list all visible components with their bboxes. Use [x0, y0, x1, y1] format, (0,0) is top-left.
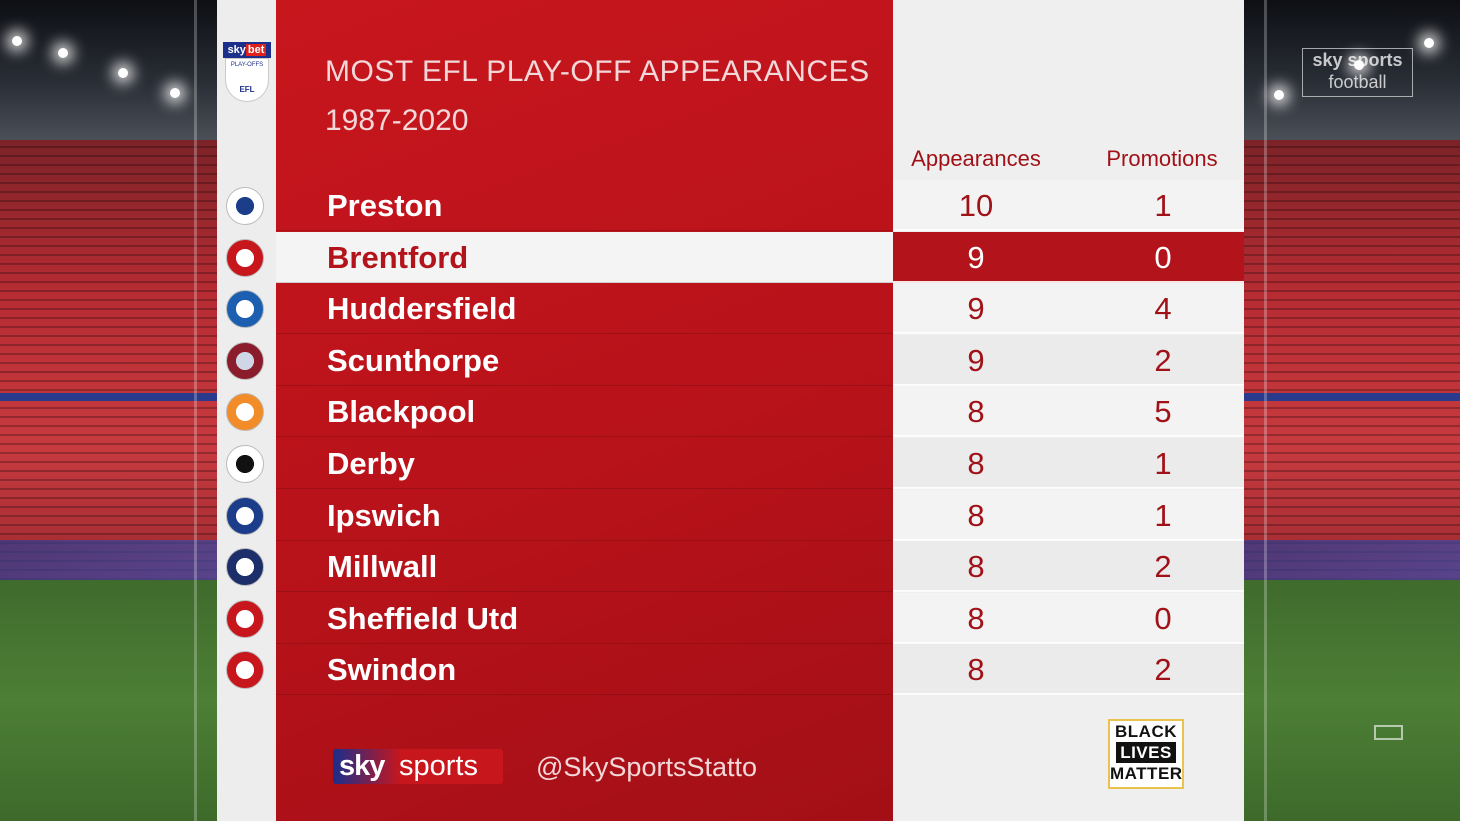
- appearances-value: 8: [967, 601, 985, 636]
- promotions-value: 2: [1154, 343, 1172, 378]
- promotions-value: 0: [1154, 240, 1172, 275]
- scunthorpe-crest-icon: [226, 342, 264, 380]
- team-name: Blackpool: [327, 394, 476, 429]
- table-row: Ipswich 8 1: [276, 490, 1244, 541]
- sky-sports-football-watermark: sky sports football: [1302, 48, 1413, 97]
- sheffield-utd-crest-icon: [226, 600, 264, 638]
- blackpool-crest-icon: [226, 393, 264, 431]
- promotions-value: 1: [1154, 446, 1172, 481]
- stadium-background-right: [1244, 0, 1460, 821]
- table-row: Millwall 8 2: [276, 541, 1244, 592]
- appearances-value: 10: [958, 188, 994, 223]
- black-lives-matter-badge: BLACK LIVES MATTER: [1108, 719, 1184, 789]
- table-row: Scunthorpe 9 2: [276, 335, 1244, 386]
- team-name: Sheffield Utd: [327, 601, 519, 636]
- team-name: Preston: [327, 188, 443, 223]
- appearances-value: 8: [967, 652, 985, 687]
- glass-edge: [1264, 0, 1267, 821]
- table-row: Derby 8 1: [276, 438, 1244, 489]
- glass-edge: [194, 0, 197, 821]
- appearances-value: 8: [967, 446, 985, 481]
- red-panel: [276, 0, 893, 821]
- appearances-value: 9: [967, 240, 985, 275]
- swindon-crest-icon: [226, 651, 264, 689]
- promotions-value: 2: [1154, 652, 1172, 687]
- table-row: Brentford 9 0: [276, 232, 1244, 283]
- table-row: Preston 10 1: [276, 180, 1244, 231]
- huddersfield-crest-icon: [226, 290, 264, 328]
- ipswich-crest-icon: [226, 497, 264, 535]
- team-name: Derby: [327, 446, 415, 481]
- screen-icon: [1374, 725, 1403, 740]
- appearances-value: 8: [967, 498, 985, 533]
- table-row: Swindon 8 2: [276, 644, 1244, 695]
- column-header-promotions: Promotions: [1106, 146, 1218, 171]
- team-name: Brentford: [327, 240, 469, 275]
- promotions-value: 1: [1154, 498, 1172, 533]
- column-header-appearances: Appearances: [911, 146, 1041, 171]
- team-name: Ipswich: [327, 498, 441, 533]
- promotions-value: 0: [1154, 601, 1172, 636]
- promotions-value: 5: [1154, 394, 1172, 429]
- promotions-value: 1: [1154, 188, 1172, 223]
- preston-crest-icon: [226, 187, 264, 225]
- appearances-value: 9: [967, 291, 985, 326]
- team-name: Swindon: [327, 652, 457, 687]
- promotions-value: 4: [1154, 291, 1172, 326]
- appearances-value: 8: [967, 394, 985, 429]
- table-row: Huddersfield 9 4: [276, 283, 1244, 334]
- team-name: Huddersfield: [327, 291, 517, 326]
- team-name: Millwall: [327, 549, 438, 584]
- appearances-value: 8: [967, 549, 985, 584]
- stadium-background-left: [0, 0, 217, 821]
- derby-crest-icon: [226, 445, 264, 483]
- team-name: Scunthorpe: [327, 343, 500, 378]
- graphic-title: MOST EFL PLAY-OFF APPEARANCES: [325, 55, 870, 88]
- promotions-value: 2: [1154, 549, 1172, 584]
- sky-sports-logo: sky sports: [333, 749, 503, 784]
- millwall-crest-icon: [226, 548, 264, 586]
- table-row: Blackpool 8 5: [276, 386, 1244, 437]
- table-row: Sheffield Utd 8 0: [276, 593, 1244, 644]
- efl-playoffs-badge-icon: sky bet PLAY-OFFS EFL: [223, 42, 271, 102]
- brentford-crest-icon: [226, 239, 264, 277]
- appearances-value: 9: [967, 343, 985, 378]
- graphic-subtitle: 1987-2020: [325, 104, 469, 137]
- twitter-handle: @SkySportsStatto: [536, 752, 757, 782]
